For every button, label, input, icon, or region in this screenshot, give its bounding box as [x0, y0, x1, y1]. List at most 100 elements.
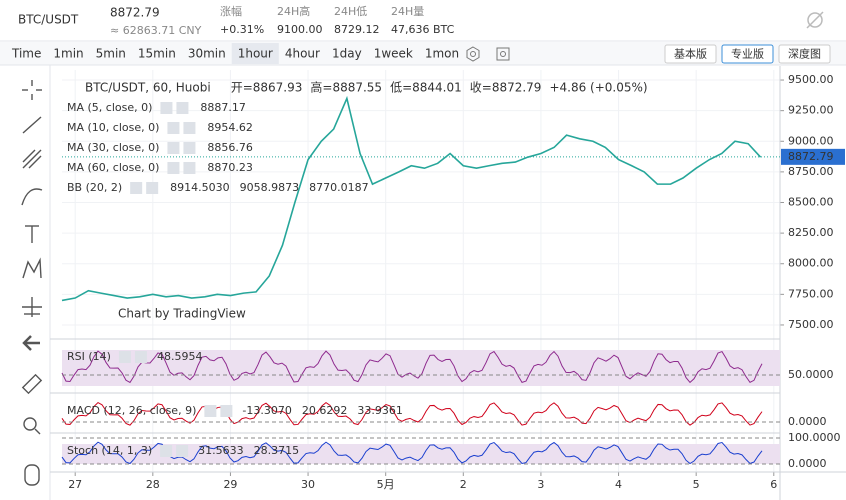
change-value: +4.86 (+0.05%) — [549, 81, 647, 95]
theme-toggle[interactable] — [806, 11, 824, 29]
panel-axis-label: 0.0000 — [788, 457, 827, 470]
interval-button[interactable]: 1week — [368, 43, 419, 64]
interval-button[interactable]: 1day — [326, 43, 368, 64]
legend: BTC/USDT, 60, Huobi 开=8867.93 高=8887.55 低=8… — [67, 80, 648, 194]
ohlc-value: 收=8872.79 — [470, 81, 542, 95]
panel-band — [62, 444, 780, 464]
stats: 涨幅 +0.31% 24H高 9100.00 24H低 8729.12 24H量 47,636… — [220, 4, 455, 36]
indicator-toggle[interactable] — [130, 182, 143, 194]
panel-line — [61, 401, 763, 426]
indicator-value: 8856.76 — [207, 141, 253, 154]
interval-label: 15min — [138, 47, 176, 61]
indicator-value: 8770.0187 — [309, 181, 369, 194]
view-button[interactable]: 深度图 — [778, 44, 831, 64]
interval-label: Time — [11, 47, 41, 61]
indicator-value: 8887.17 — [200, 101, 246, 114]
indicator-remove[interactable] — [183, 142, 196, 154]
last-price-badge — [781, 148, 845, 165]
drawing-tools — [21, 80, 43, 486]
interval-button[interactable]: 1hour — [231, 43, 279, 64]
panel-remove[interactable] — [134, 351, 147, 363]
last-price-label: 8872.79 — [788, 150, 834, 163]
y-tick-label: 8500.00 — [788, 196, 834, 209]
y-tick-label: 9500.00 — [788, 73, 834, 86]
stat-label: 涨幅 — [220, 5, 242, 18]
panel-name: Stoch (14, 1, 3) — [67, 444, 152, 457]
measure-tool[interactable] — [22, 297, 42, 317]
interval-label: 1week — [374, 47, 413, 61]
view-label: 专业版 — [731, 47, 764, 61]
text-tool[interactable] — [25, 225, 39, 243]
zoom-tool[interactable] — [23, 417, 41, 435]
settings-icon[interactable] — [466, 46, 480, 62]
magnet-tool[interactable] — [24, 464, 40, 486]
indicator-toggle[interactable] — [167, 142, 180, 154]
indicator-remove[interactable] — [146, 182, 159, 194]
interval-button[interactable]: 30min — [182, 43, 232, 64]
interval-button[interactable]: 1mon — [419, 43, 465, 64]
panel-remove[interactable] — [220, 405, 233, 417]
indicator-name: BB (20, 2) — [67, 181, 122, 194]
x-tick-label: 2 — [460, 478, 467, 491]
indicator-toggle[interactable] — [167, 162, 180, 174]
ohlc-value: 高=8887.55 — [310, 80, 382, 95]
panel-name: MACD (12, 26, close, 9) — [67, 404, 196, 417]
panel-toggle[interactable] — [118, 351, 131, 363]
interval-label: 1hour — [238, 47, 273, 61]
x-tick-label: 6 — [770, 478, 777, 491]
hide-toolbar[interactable] — [22, 335, 40, 351]
panel-line — [61, 441, 763, 465]
view-bg — [778, 44, 831, 64]
interval-label: 1mon — [425, 47, 459, 61]
view-button[interactable]: 基本版 — [664, 44, 717, 64]
fullscreen-icon[interactable] — [496, 47, 510, 61]
interval-button[interactable]: 5min — [90, 43, 132, 64]
stat-value: 47,636 BTC — [391, 23, 455, 36]
ohlc-value: 低=8844.01 — [390, 81, 462, 95]
indicator-remove[interactable] — [176, 102, 189, 114]
stat-value: +0.31% — [220, 23, 264, 36]
pitchfork-tool[interactable] — [22, 149, 42, 169]
indicator-value: 9058.9873 — [240, 181, 300, 194]
watermark: Chart by TradingView — [118, 307, 246, 321]
y-tick-label: 9000.00 — [788, 134, 834, 147]
panel-toggle[interactable] — [204, 405, 217, 417]
interval-label: 4hour — [285, 47, 320, 61]
brush-tool[interactable] — [21, 188, 43, 206]
y-tick-label: 8250.00 — [788, 226, 834, 239]
indicator-toggle[interactable] — [160, 102, 173, 114]
price-chart: 7500.00 7750.00 8000.00 8250.00 8500.00 8750.… — [50, 66, 846, 500]
indicator-remove[interactable] — [183, 122, 196, 134]
interval-button[interactable]: 1min — [47, 43, 89, 64]
panel-toggle[interactable] — [160, 445, 173, 457]
panel-value: 28.3715 — [254, 444, 300, 457]
panel-value: 20.6292 — [302, 404, 348, 417]
panel-value: 33.9361 — [357, 404, 403, 417]
crosshair-tool[interactable] — [22, 80, 42, 100]
panel-axis-label: 0.0000 — [788, 415, 827, 428]
indicator-toggle[interactable] — [167, 122, 180, 134]
interval-button[interactable]: 4hour — [279, 43, 326, 64]
panel-axis-label: 100.0000 — [788, 431, 841, 444]
interval-bg — [231, 43, 279, 64]
ruler-tool[interactable] — [21, 373, 43, 395]
panel-remove[interactable] — [176, 445, 189, 457]
trendline-tool[interactable] — [22, 116, 42, 134]
panel-band — [62, 350, 780, 386]
interval-label: 1day — [332, 47, 362, 61]
x-tick-label: 27 — [68, 478, 82, 491]
interval-label: 1min — [53, 47, 83, 61]
indicator-remove[interactable] — [183, 162, 196, 174]
indicator-name: MA (60, close, 0) — [67, 161, 159, 174]
view-button[interactable]: 专业版 — [721, 44, 774, 64]
x-tick-label: 29 — [223, 478, 237, 491]
view-label: 基本版 — [674, 47, 707, 61]
panel-name: RSI (14) — [67, 350, 111, 363]
interval-button[interactable]: 15min — [132, 43, 182, 64]
interval-bar: Time 1min 5min 15min 30min 1hour 4hour 1day 1wee… — [6, 43, 465, 64]
pattern-tool[interactable] — [22, 257, 42, 279]
symbol: BTC/USDT — [18, 13, 79, 27]
interval-button[interactable]: Time — [6, 43, 47, 64]
